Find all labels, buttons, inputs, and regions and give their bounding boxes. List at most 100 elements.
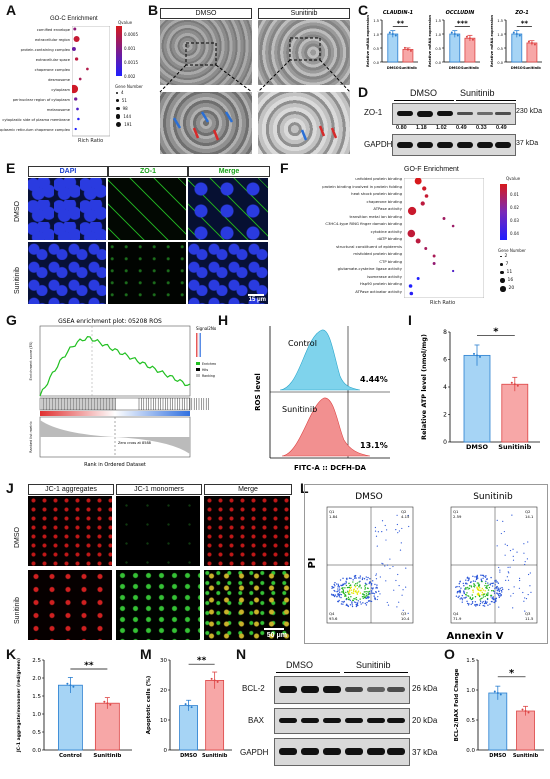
quadrant-label: 71.9 <box>453 616 462 621</box>
wb-d-quant-value: 0.49 <box>496 125 507 131</box>
scatter-point <box>357 600 359 602</box>
bar <box>94 702 120 751</box>
flow-sunitinib-percent: 13.1% <box>360 441 388 450</box>
scatter-point <box>482 594 484 596</box>
scatter-point <box>507 579 510 581</box>
scatter-point <box>523 552 525 554</box>
scatter-point <box>367 576 369 579</box>
scatter-point <box>396 514 398 516</box>
go-c-gene-number-item: 191 <box>116 122 132 128</box>
scatter-point <box>497 593 499 595</box>
quadrant-label: Q2 <box>525 509 531 514</box>
scatter-point <box>338 599 340 602</box>
scatter-point <box>465 588 467 590</box>
scatter-point <box>330 593 333 595</box>
data-point <box>499 693 502 696</box>
go-f-qvalue-colorbar <box>500 184 507 240</box>
go-f-term-label: transition metal ion binding <box>349 213 402 219</box>
scatter-point <box>338 588 341 590</box>
scatter-point <box>478 604 481 606</box>
scatter-point <box>498 566 500 569</box>
go-c-term-label: cytoplastic side of plasma membrane <box>2 118 70 122</box>
scatter-point <box>485 602 488 605</box>
scatter-point <box>473 586 476 588</box>
panel-g: GSEA enrichment plot: 05208 ROS Zero cros… <box>20 316 238 476</box>
scatter-point <box>397 573 399 576</box>
gsea-legend-swatch <box>196 368 200 371</box>
scatter-point <box>364 582 367 585</box>
panel-o: 0.0 0.5 1.0 1.5 DMSO Sunitinib * BCL-2/BAX Fold… <box>448 650 548 774</box>
scatter-point <box>456 585 458 588</box>
scatter-point <box>492 582 495 584</box>
qpcr-gene-title: OCCLUDIN <box>446 10 476 16</box>
jc1-sunitinib-merge: 50 μm <box>204 570 290 640</box>
scatter-point <box>486 601 488 603</box>
scatter-point <box>487 594 489 596</box>
scatter-point <box>461 594 464 597</box>
go-f-gene-number-value: 16 <box>507 278 514 283</box>
jc1-ratio-bar-chart: 0.0 0.5 1.0 1.5 2.0 2.5 Control Sunitinib ** JC-1… <box>16 658 132 759</box>
if-e-sunitinib-merge: 15 μm <box>188 242 268 304</box>
go-f-gene-number-value: 20 <box>508 286 515 292</box>
scatter-point <box>337 583 339 585</box>
scatter-point <box>502 520 504 522</box>
scatter-point <box>356 592 358 595</box>
scatter-point <box>355 590 357 592</box>
panel-h: Control Sunitinib 4.44% 13.1% ROS level FITC-… <box>230 316 400 476</box>
scatter-point <box>468 579 470 581</box>
scatter-point <box>372 580 374 582</box>
scatter-point <box>366 601 368 604</box>
scatter-point <box>516 551 518 553</box>
if-e-row-dmso: DMSO <box>14 201 21 222</box>
go-c-dot <box>73 36 80 42</box>
scatter-point <box>342 577 344 580</box>
scatter-point <box>483 605 486 607</box>
wb-band <box>301 686 319 693</box>
x-category-label: DMSO <box>511 66 523 70</box>
flow-control-percent: 4.44% <box>360 375 388 384</box>
data-point <box>476 354 478 357</box>
scatter-point <box>345 580 347 583</box>
scatter-point <box>342 601 345 603</box>
wb-n-bcl2-blot <box>274 676 410 704</box>
scatter-point <box>513 586 515 588</box>
scatter-point <box>481 574 483 577</box>
scatter-point <box>367 593 370 595</box>
scatter-point <box>468 587 471 590</box>
scatter-point <box>360 587 362 589</box>
significance-marker: ** <box>397 19 405 27</box>
scatter-point <box>377 531 379 533</box>
go-f-dot <box>424 247 428 250</box>
scatter-point <box>354 598 356 600</box>
scatter-point <box>350 577 352 580</box>
go-f-term-label: chaperone binding <box>366 198 402 204</box>
go-c-qvalue-tick: 0.001 <box>124 46 136 51</box>
scatter-point <box>529 585 531 587</box>
scatter-point <box>334 594 337 596</box>
scatter-point <box>476 574 478 577</box>
scatter-point <box>346 590 349 592</box>
gsea-legend-label: Hits <box>202 368 209 372</box>
scatter-point <box>478 589 480 591</box>
y-axis-label: Relative mRNA expression <box>490 14 494 67</box>
scatter-point <box>337 593 339 595</box>
scatter-point <box>361 596 364 598</box>
scatter-point <box>496 545 498 547</box>
wb-d-sunitinib-label: Sunitinib <box>460 88 495 98</box>
wb-d-row-zo1: ZO-1 <box>364 108 383 117</box>
scatter-point <box>501 591 503 593</box>
scatter-point <box>358 586 360 588</box>
go-f-dot <box>432 254 436 258</box>
scatter-point <box>491 597 493 600</box>
go-f-dot <box>407 229 416 238</box>
annexin-scatter-plots: DMSOQ11.84Q24.15Q493.6Q310.4SunitinibQ12… <box>307 492 538 642</box>
scatter-point <box>385 580 387 582</box>
flow-control-label: Control <box>288 339 317 348</box>
scatter-point <box>368 582 370 585</box>
y-tick-label: 0.0 <box>435 61 441 65</box>
gsea-legend-swatch <box>196 362 200 365</box>
scatter-point <box>490 582 492 585</box>
scatter-point <box>353 577 356 579</box>
significance-marker: *** <box>457 19 468 27</box>
significance-marker: ** <box>197 656 207 666</box>
